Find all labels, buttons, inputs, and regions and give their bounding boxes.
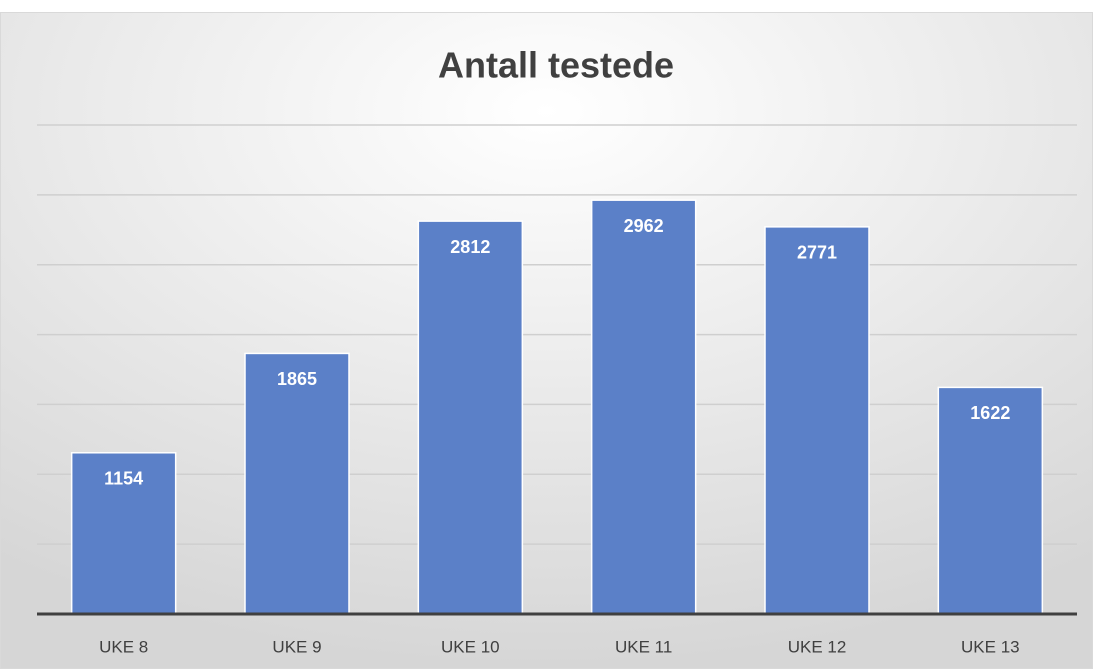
- x-tick-label: UKE 9: [272, 637, 321, 656]
- bar: [764, 226, 870, 615]
- bar: [70, 452, 177, 615]
- x-tick-label: UKE 13: [961, 637, 1020, 656]
- bar: [417, 220, 524, 615]
- bar: [937, 386, 1044, 615]
- data-label: 2962: [624, 216, 664, 236]
- bar: [590, 199, 697, 615]
- chart-title: Antall testede: [438, 45, 674, 86]
- data-label: 2812: [450, 237, 490, 257]
- x-tick-label: UKE 8: [99, 637, 148, 656]
- data-label: 1622: [970, 403, 1010, 423]
- data-label: 1865: [277, 369, 317, 389]
- chart-background: [0, 12, 1093, 669]
- x-tick-label: UKE 12: [788, 637, 847, 656]
- data-label: 1154: [104, 469, 143, 489]
- x-tick-label: UKE 10: [441, 637, 500, 656]
- data-label: 2771: [797, 243, 837, 263]
- bar: [244, 352, 350, 615]
- x-tick-label: UKE 11: [615, 637, 672, 656]
